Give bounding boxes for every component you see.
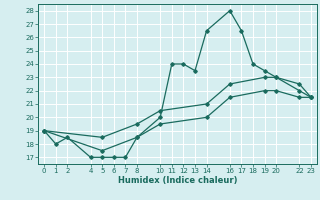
X-axis label: Humidex (Indice chaleur): Humidex (Indice chaleur) — [118, 176, 237, 185]
